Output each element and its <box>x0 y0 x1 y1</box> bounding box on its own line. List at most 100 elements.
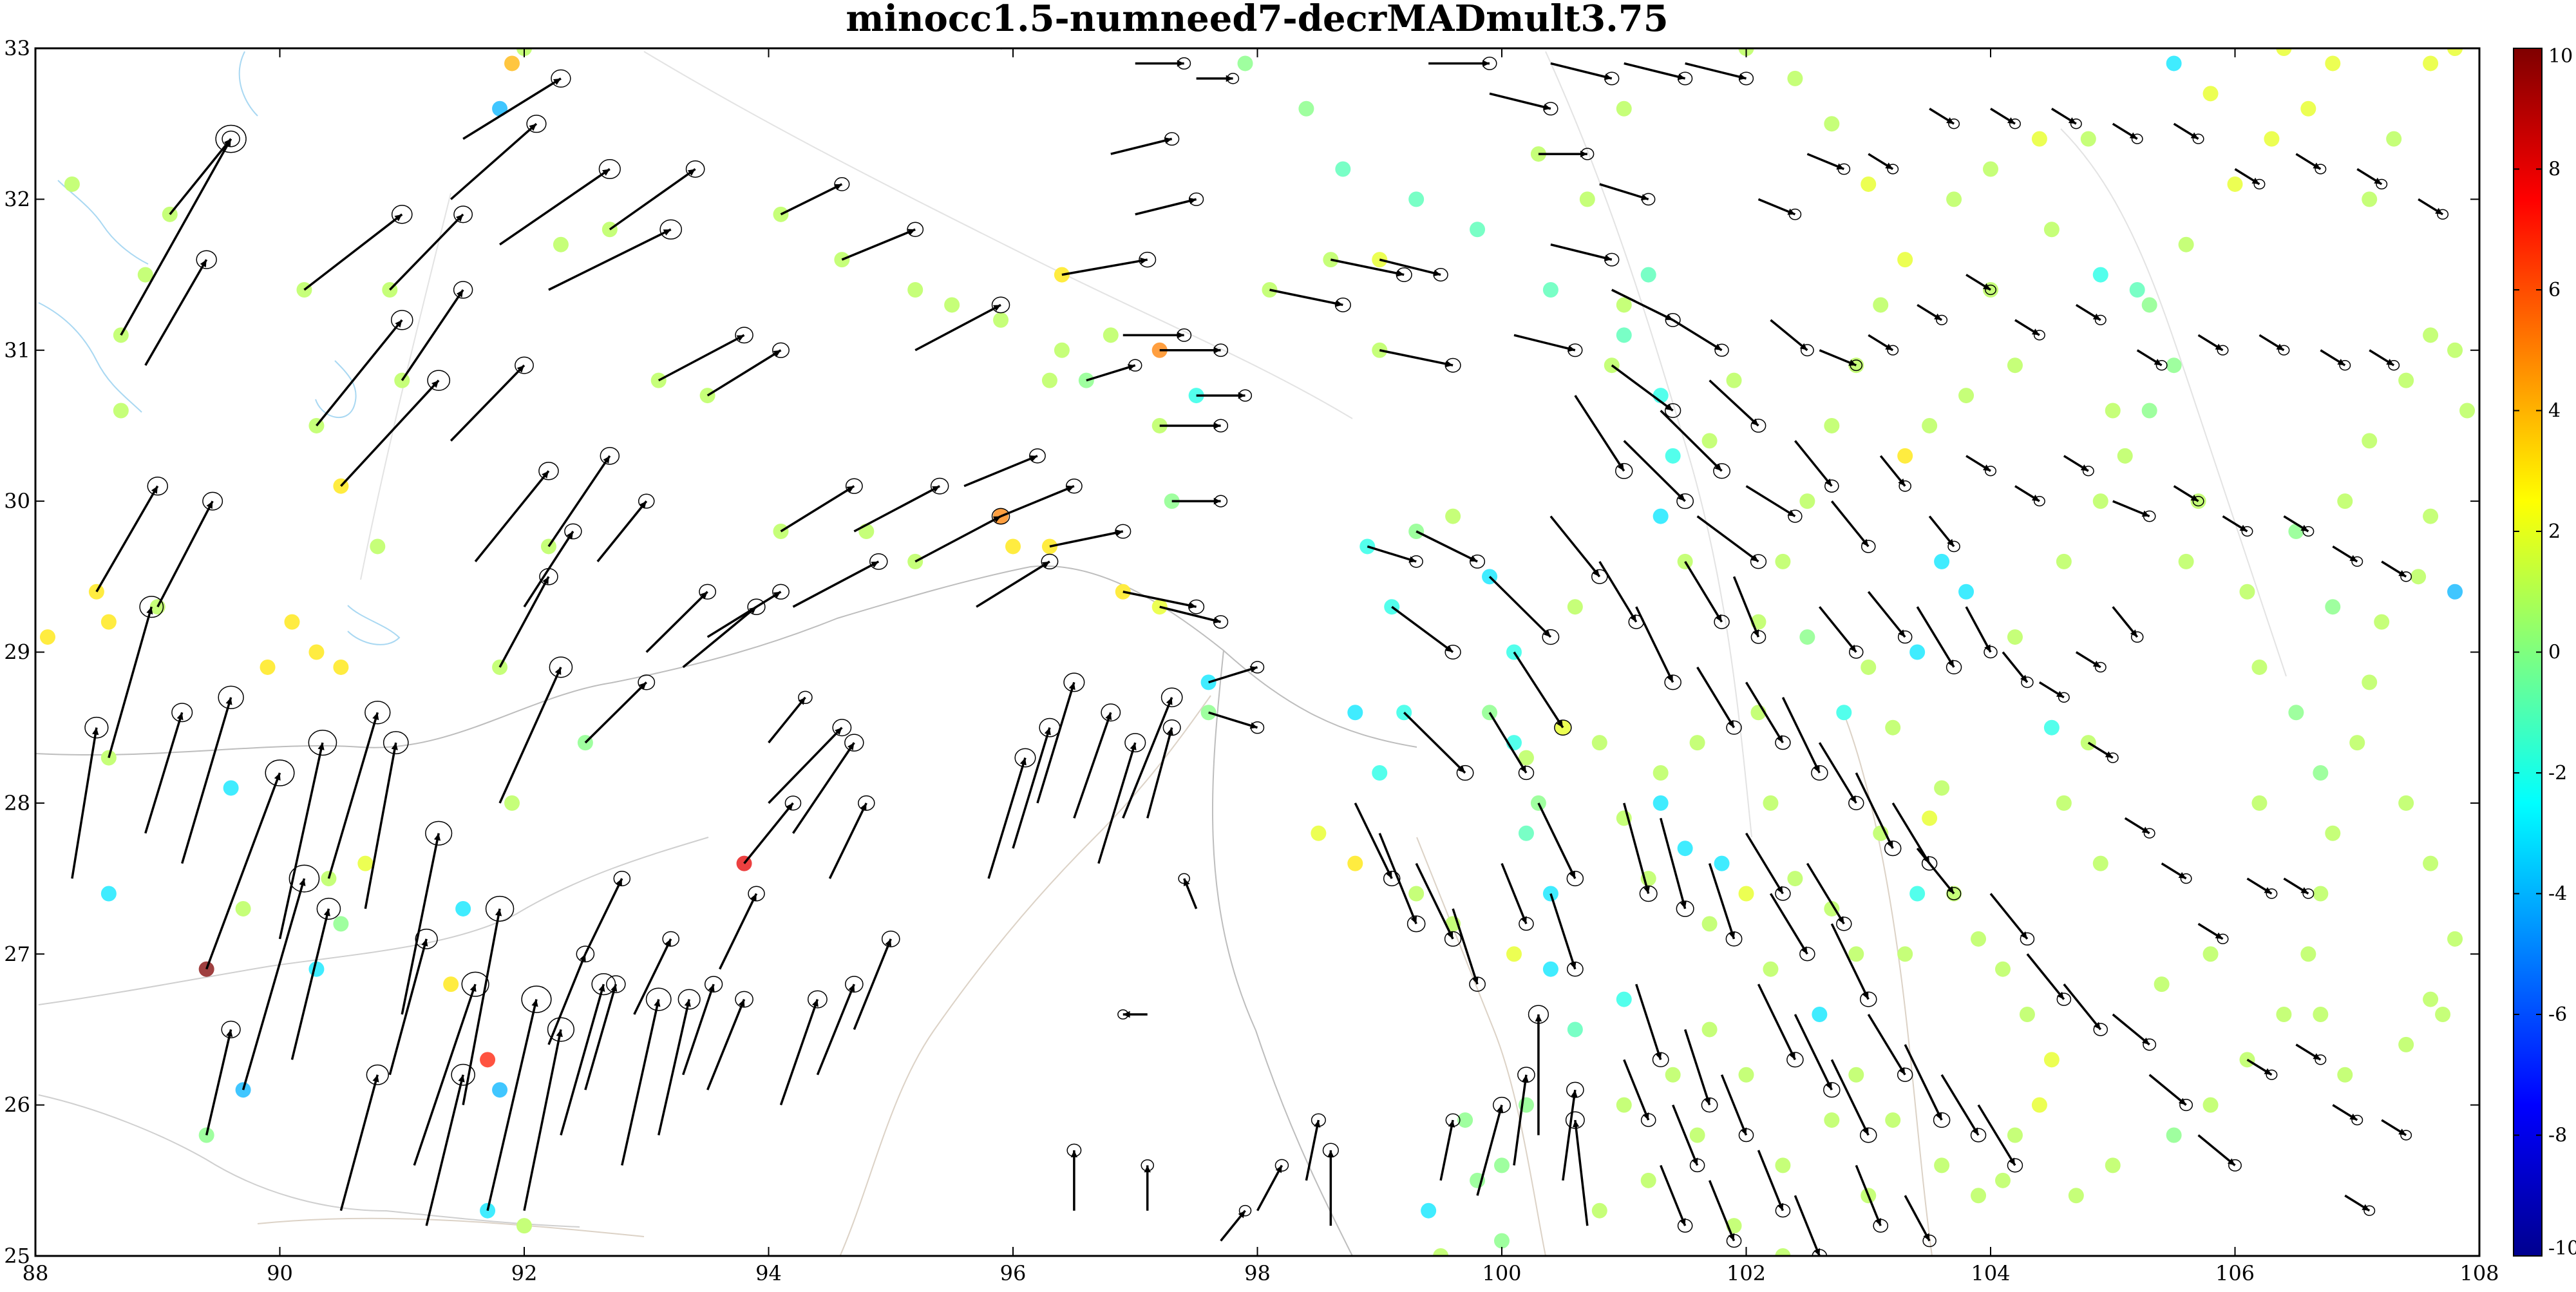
river-line <box>257 1217 645 1237</box>
velocity-arrow <box>1977 1104 2016 1166</box>
station-dot <box>1433 1248 1449 1256</box>
error-ellipse <box>2180 873 2192 884</box>
error-ellipse <box>1164 132 1180 146</box>
velocity-arrowhead <box>1850 795 1857 803</box>
velocity-arrowhead <box>1862 1127 1869 1135</box>
station-dot <box>1824 1112 1840 1128</box>
station-dot <box>1298 100 1314 117</box>
velocity-arrow <box>780 183 843 216</box>
error-ellipse <box>2179 1099 2193 1112</box>
station-dot <box>2080 131 2096 147</box>
error-ellipse <box>1936 314 1948 326</box>
station-dot <box>993 312 1009 328</box>
velocity-arrowhead <box>1667 674 1673 683</box>
station-dot <box>2349 735 2365 751</box>
velocity-arrow <box>1599 183 1649 201</box>
velocity-arrowhead <box>1679 1218 1686 1226</box>
error-ellipse <box>1836 917 1852 931</box>
velocity-arrowhead <box>566 531 573 539</box>
error-ellipse <box>2339 360 2351 371</box>
velocity-arrow <box>1891 802 1931 864</box>
velocity-arrow <box>1073 712 1112 819</box>
station-dot <box>2447 342 2463 358</box>
station-dot <box>1971 931 1987 947</box>
station-dot <box>2068 1188 2084 1204</box>
velocity-arrow <box>1794 440 1833 487</box>
station-dot <box>2117 448 2133 464</box>
error-ellipse <box>2033 495 2045 507</box>
error-ellipse <box>2376 178 2388 190</box>
y-tick-label: 30 <box>4 489 30 513</box>
velocity-arrow <box>389 213 464 291</box>
error-ellipse <box>1188 599 1205 614</box>
velocity-arrowhead <box>835 727 842 736</box>
velocity-arrow <box>1867 591 1906 638</box>
error-ellipse <box>2363 1205 2376 1216</box>
velocity-arrow <box>278 742 324 940</box>
station-dot <box>1518 750 1534 766</box>
velocity-arrow <box>658 999 690 1135</box>
error-ellipse <box>1406 915 1426 933</box>
velocity-arrowhead <box>1130 743 1137 750</box>
station-dot <box>1994 1172 2011 1188</box>
velocity-arrow <box>1330 258 1405 276</box>
station-dot <box>2178 236 2194 252</box>
error-ellipse <box>991 508 1010 525</box>
station-dot <box>1799 493 1815 509</box>
station-dot <box>370 538 386 555</box>
velocity-arrowhead <box>1678 493 1685 502</box>
velocity-arrow <box>584 983 617 1090</box>
error-ellipse <box>425 821 453 846</box>
error-ellipse <box>1824 479 1839 493</box>
error-ellipse <box>2107 752 2119 763</box>
station-dot <box>1701 1021 1718 1038</box>
error-ellipse <box>1213 343 1229 357</box>
velocity-arrowhead <box>1642 1112 1649 1121</box>
error-ellipse <box>1213 615 1229 629</box>
error-ellipse <box>453 281 473 299</box>
error-ellipse <box>1664 403 1681 418</box>
station-dot <box>1922 810 1938 826</box>
velocity-arrow <box>1611 364 1674 412</box>
velocity-arrow <box>1904 1044 1943 1121</box>
error-ellipse <box>1444 645 1461 660</box>
velocity-arrow <box>181 697 232 864</box>
error-ellipse <box>991 296 1010 314</box>
velocity-arrow <box>401 833 440 1015</box>
error-ellipse <box>1482 57 1497 70</box>
error-ellipse <box>600 447 620 465</box>
velocity-arrowhead <box>932 486 940 493</box>
x-axis: 88 90 92 94 96 98 100 102 104 106 108 <box>23 48 2499 1286</box>
velocity-arrowhead <box>834 184 842 191</box>
station-dot <box>2092 267 2108 283</box>
station-dot <box>2447 584 2463 600</box>
error-ellipse <box>1689 1158 1705 1173</box>
velocity-arrow <box>1549 893 1577 970</box>
station-dot <box>1983 161 1998 177</box>
error-ellipse <box>2093 1023 2108 1036</box>
error-ellipse <box>1713 463 1730 479</box>
station-dot <box>1763 795 1779 811</box>
error-ellipse <box>202 491 223 511</box>
error-ellipse <box>1470 554 1486 569</box>
station-dot <box>2202 1097 2219 1113</box>
velocity-arrow <box>706 998 746 1090</box>
error-ellipse <box>1029 448 1046 464</box>
station-dot <box>1311 825 1327 841</box>
error-ellipse <box>1897 630 1913 644</box>
velocity-arrow <box>1867 1014 1906 1076</box>
error-ellipse <box>2315 1054 2327 1065</box>
station-dot <box>1775 553 1791 569</box>
velocity-arrow <box>1501 862 1528 925</box>
error-ellipse <box>1213 419 1229 433</box>
station-dot <box>2362 674 2378 690</box>
error-ellipse <box>1984 645 1998 659</box>
velocity-arrow <box>1097 742 1137 864</box>
velocity-arrowhead <box>1665 314 1673 320</box>
velocity-arrowhead <box>700 591 708 600</box>
velocity-arrowhead <box>786 803 793 811</box>
velocity-arrowhead <box>529 124 536 131</box>
station-dot <box>2056 795 2072 811</box>
velocity-arrowhead <box>684 999 691 1007</box>
station-dot <box>1237 55 1253 71</box>
